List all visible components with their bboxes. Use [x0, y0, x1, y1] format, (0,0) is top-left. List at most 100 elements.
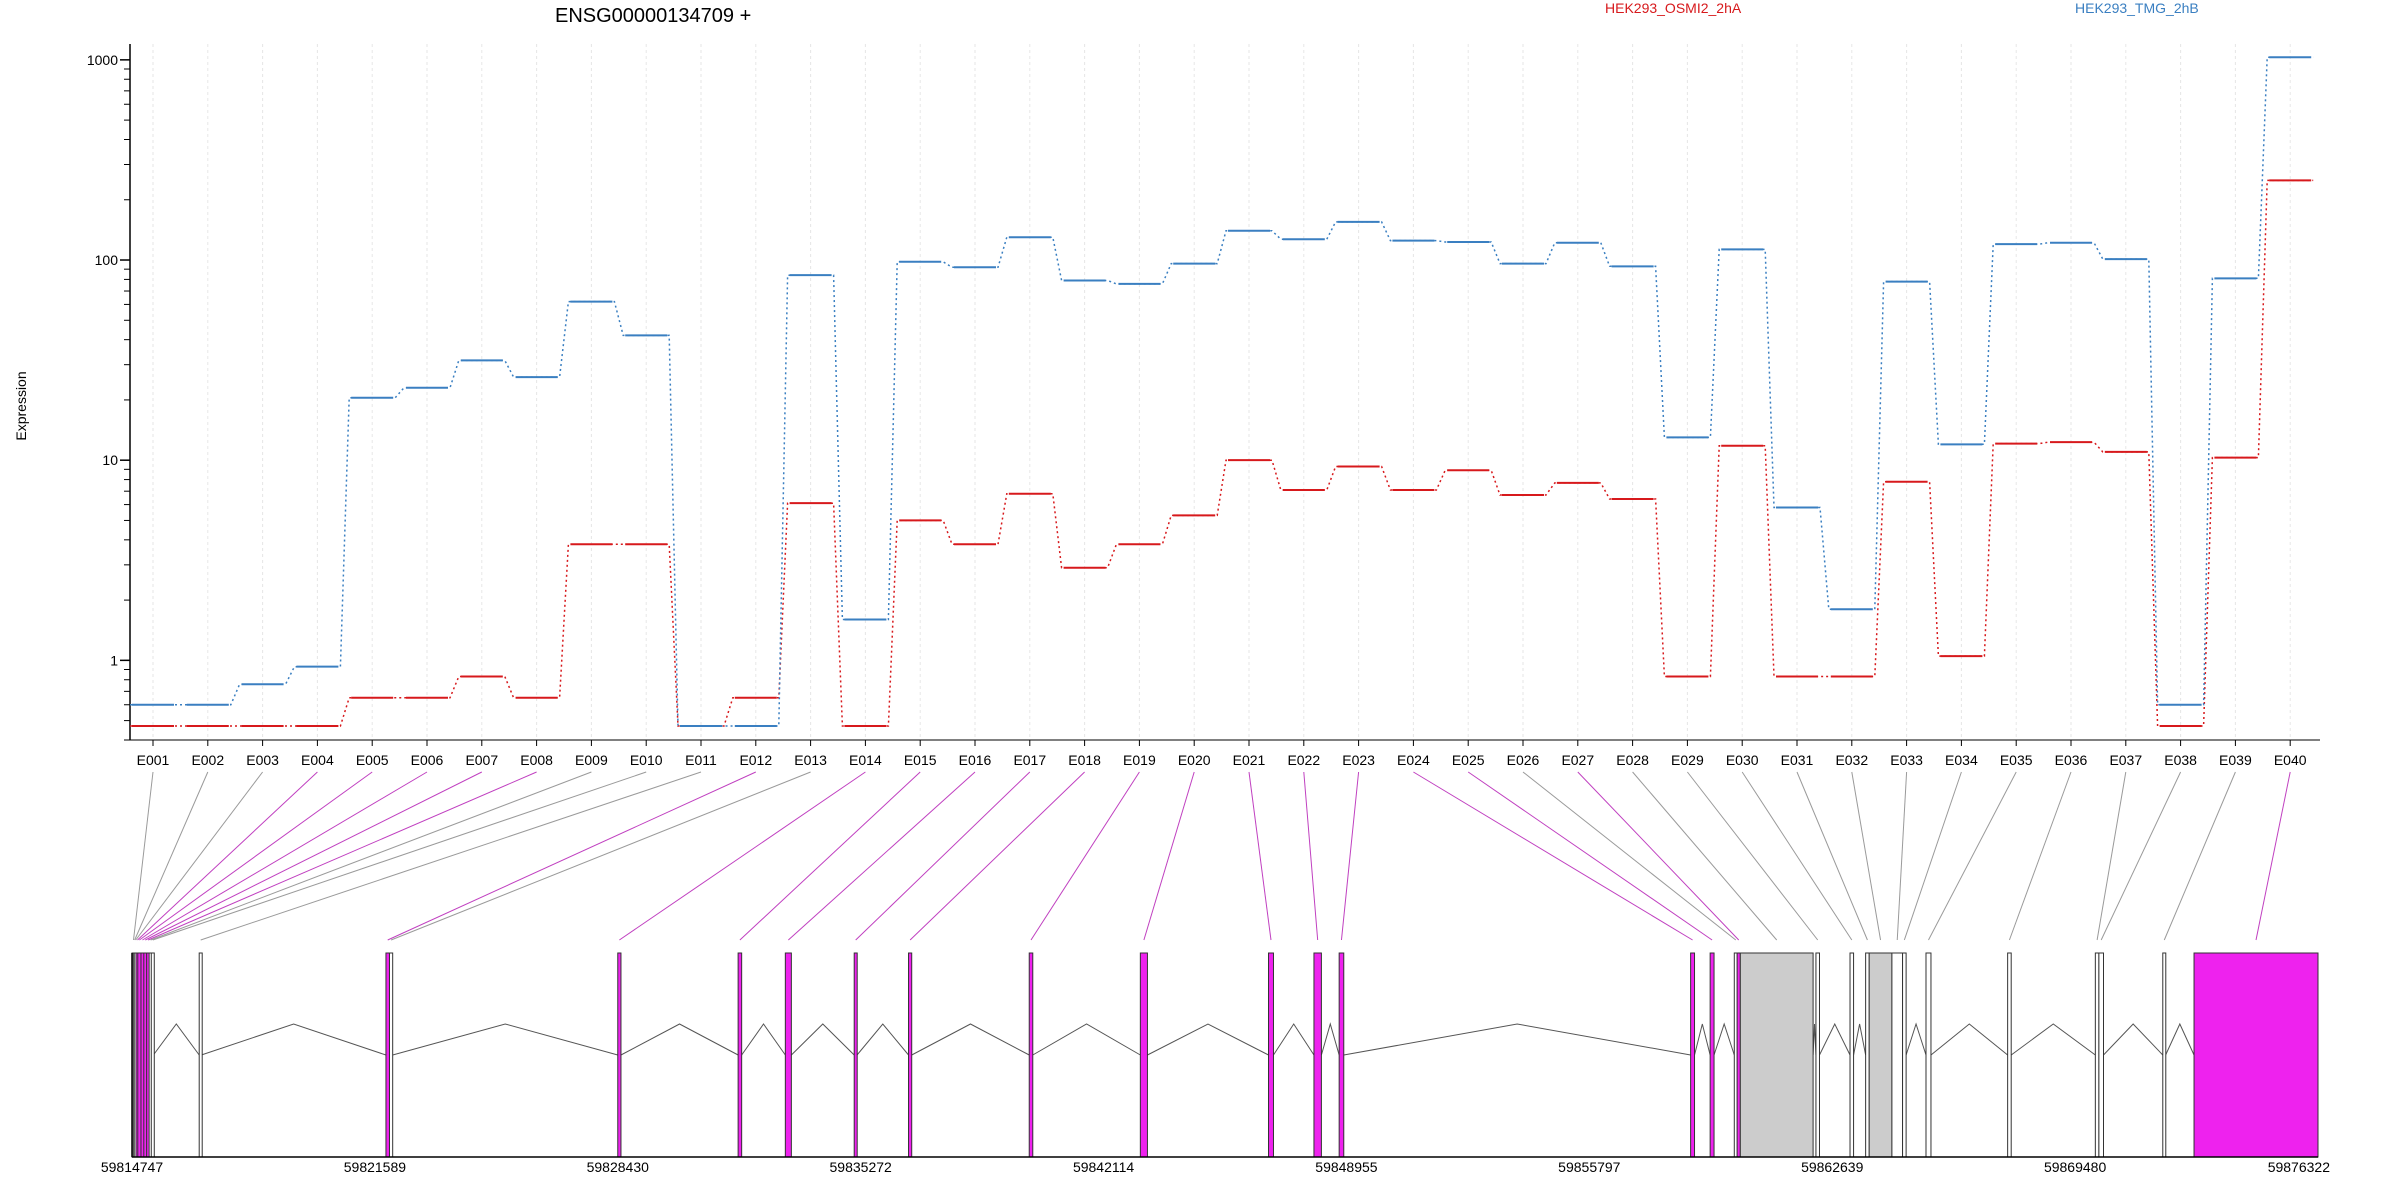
exon-box	[2162, 952, 2167, 1158]
exon-connector	[200, 771, 702, 941]
exon-connector	[1413, 771, 1693, 941]
x-tick-label: E027	[1561, 752, 1594, 768]
exon-box	[150, 952, 155, 1158]
x-tick-label: E024	[1397, 752, 1430, 768]
exon-box	[1865, 952, 1870, 1158]
x-tick-label: E039	[2219, 752, 2252, 768]
exon-connector	[1687, 771, 1819, 941]
intron-line	[1853, 1023, 1867, 1056]
exon-box	[1868, 952, 1893, 1158]
exon-box	[2193, 952, 2319, 1158]
genomic-coordinates: 59814747 59821589 59828430 59835272 59842114…	[101, 953, 2330, 1175]
exon-connector	[1741, 771, 1853, 941]
x-tick-label: E036	[2055, 752, 2088, 768]
exon-connector	[137, 771, 318, 941]
intron-line	[201, 1023, 387, 1056]
exon-box	[737, 952, 743, 1158]
exon-connector	[1896, 771, 1908, 941]
intron-line	[2010, 1023, 2096, 1056]
intron-line	[741, 1023, 786, 1056]
exon-box	[2007, 952, 2012, 1158]
exon-connector	[1340, 771, 1360, 941]
y-tick-label: 10	[102, 452, 118, 468]
coordinate-label: 59848955	[1315, 1159, 1378, 1175]
x-tick-label: E015	[904, 752, 937, 768]
exon-box	[853, 952, 858, 1158]
x-tick-label: E023	[1342, 752, 1375, 768]
coordinate-label: 59862639	[1801, 1159, 1864, 1175]
x-tick-label: E003	[246, 752, 279, 768]
x-tick-label: E011	[685, 752, 717, 768]
exon-connector	[1143, 771, 1195, 941]
exon-connector	[134, 771, 209, 941]
x-tick-label: E019	[1123, 752, 1156, 768]
exon-connector	[1903, 771, 1962, 941]
exon-connector	[2163, 771, 2236, 941]
coordinate-label: 59814747	[101, 1159, 164, 1175]
exon-connector	[1851, 771, 1882, 941]
x-tick-label: E002	[191, 752, 224, 768]
exon-connector	[1467, 771, 1713, 941]
x-tick-label: E005	[356, 752, 389, 768]
x-tick-label: E008	[520, 752, 553, 768]
intron-line	[1930, 1023, 2008, 1056]
x-tick-label: E040	[2274, 752, 2307, 768]
exon-box	[1338, 952, 1345, 1158]
x-tick-label: E007	[465, 752, 498, 768]
exon-box	[388, 952, 394, 1158]
exon-connector	[739, 771, 921, 941]
x-tick-label: E006	[411, 752, 444, 768]
intron-line	[2103, 1023, 2164, 1056]
exon-connector	[2255, 771, 2291, 941]
exon-box	[784, 952, 792, 1158]
exon-box	[1849, 952, 1855, 1158]
exon-connector	[2100, 771, 2182, 941]
exon-box	[908, 952, 913, 1158]
coordinate-label: 59835272	[830, 1159, 893, 1175]
x-tick-label: E017	[1013, 752, 1046, 768]
x-tick-label: E029	[1671, 752, 1704, 768]
chart-title: ENSG00000134709 +	[555, 5, 751, 27]
coordinate-label: 59828430	[587, 1159, 650, 1175]
exon-connector	[1796, 771, 1868, 941]
x-tick-label: E028	[1616, 752, 1649, 768]
x-tick-label: E014	[849, 752, 882, 768]
exon-connector	[135, 771, 263, 941]
intron-line	[1273, 1023, 1315, 1056]
exon-connector	[1522, 771, 1737, 941]
exon-connector	[142, 771, 428, 941]
y-tick-label: 100	[95, 252, 119, 268]
exon-connector	[1248, 771, 1272, 941]
exon-box	[1313, 952, 1322, 1158]
axes	[129, 44, 2320, 741]
intron-line	[392, 1023, 618, 1056]
legend-series-1: HEK293_OSMI2_2hA	[1605, 0, 1742, 16]
exon-connector	[139, 771, 373, 941]
intron-line	[153, 1023, 200, 1056]
intron-line	[1694, 1023, 1711, 1056]
coordinate-label: 59869480	[2044, 1159, 2107, 1175]
coordinate-label: 59821589	[344, 1159, 407, 1175]
intron-line	[856, 1023, 909, 1056]
grid-lines	[152, 44, 2291, 740]
exon-connector	[152, 771, 647, 941]
exon-connector	[1577, 771, 1740, 941]
exon-connector	[909, 771, 1085, 941]
exon-box	[1891, 952, 1904, 1158]
x-tick-label: E009	[575, 752, 608, 768]
intron-line	[1343, 1023, 1691, 1056]
exon-box	[1028, 952, 1034, 1158]
exon-box	[2098, 952, 2105, 1158]
exon-connector	[2096, 771, 2127, 941]
x-tick-label: E018	[1068, 752, 1101, 768]
x-tick-label: E016	[959, 752, 992, 768]
y-tick-label: 1	[110, 652, 118, 668]
exon-connector	[387, 771, 757, 941]
exon-connector	[619, 771, 866, 941]
intron-line	[1147, 1023, 1269, 1056]
intron-line	[620, 1023, 739, 1056]
intron-line	[1713, 1022, 1735, 1056]
x-tick-label: E021	[1233, 752, 1266, 768]
x-ticks: E001 E002 E003 E004 E005 E006 E007 E008 E009 E010…	[137, 740, 2307, 768]
exon-box	[1815, 952, 1820, 1158]
